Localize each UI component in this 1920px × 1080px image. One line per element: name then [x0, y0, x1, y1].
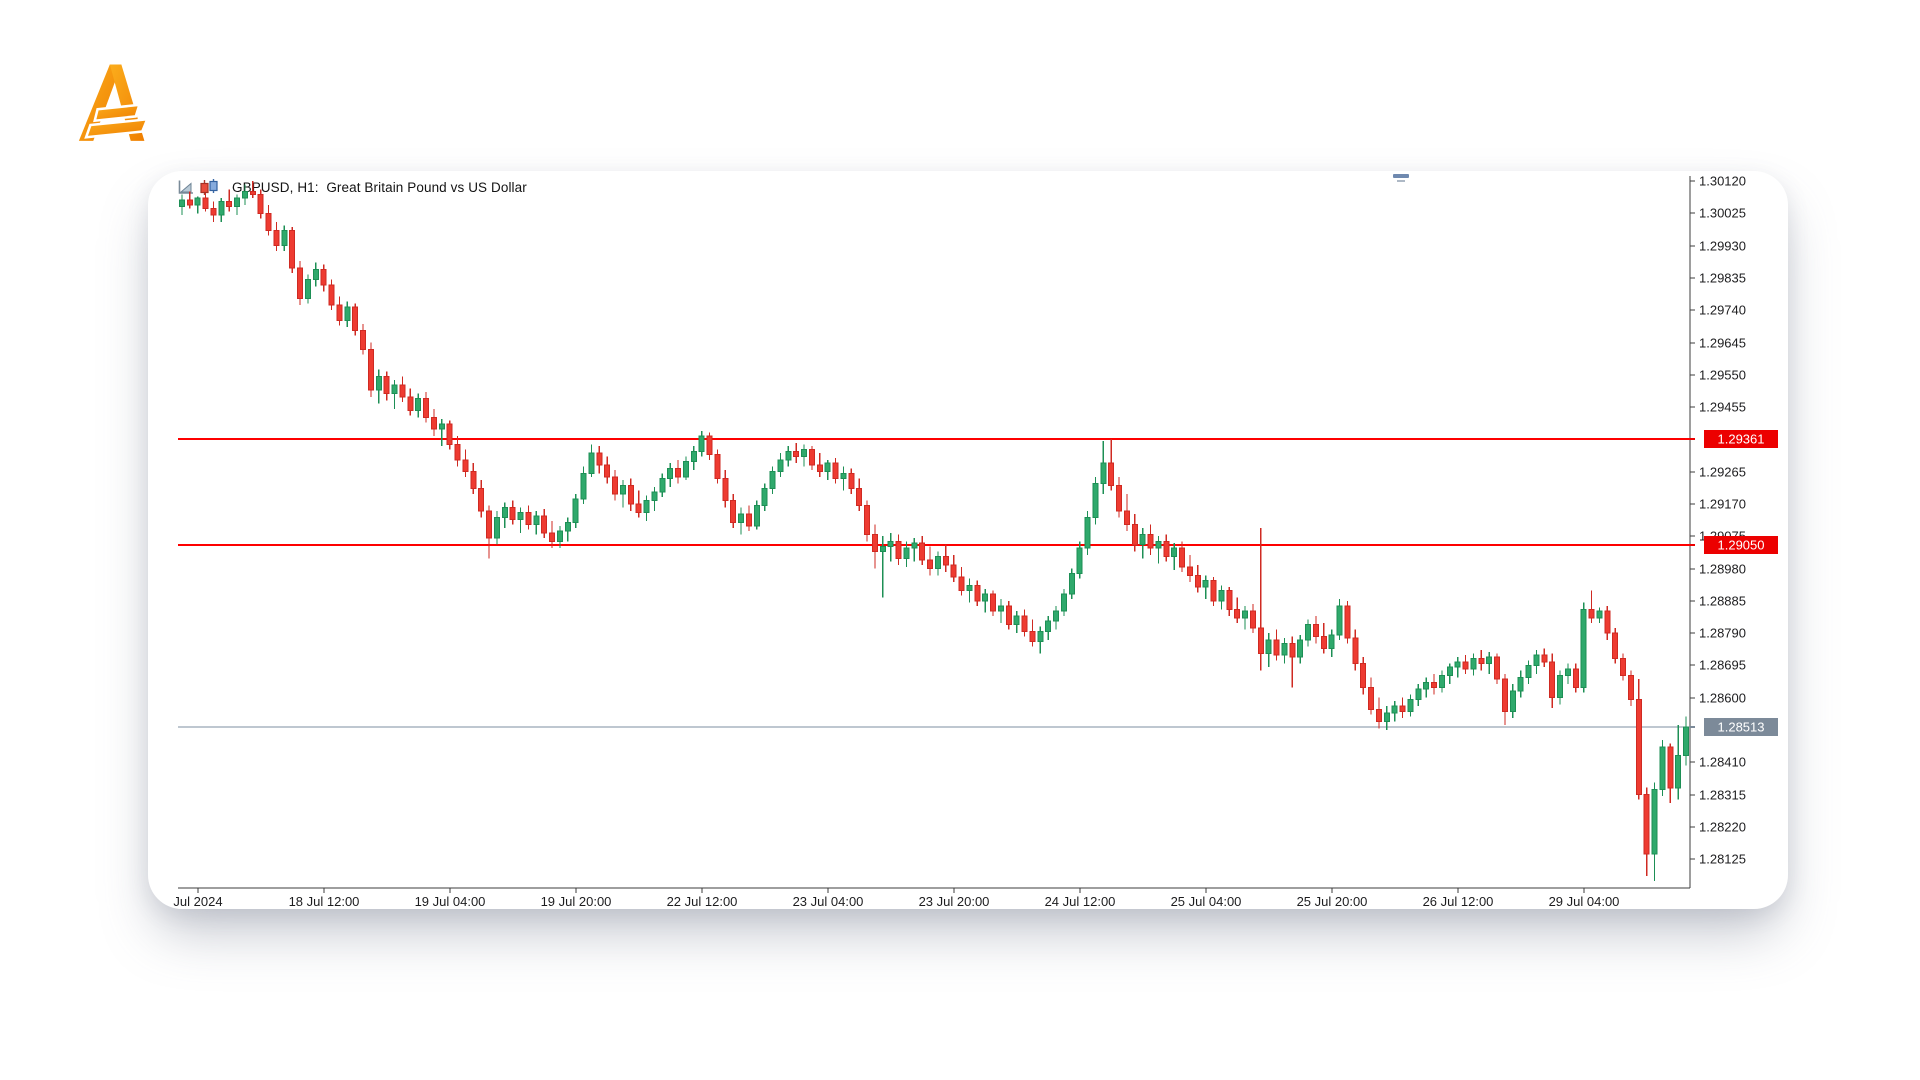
svg-text:22 Jul 12:00: 22 Jul 12:00: [667, 894, 738, 909]
svg-text:25 Jul 20:00: 25 Jul 20:00: [1297, 894, 1368, 909]
svg-text:1.28695: 1.28695: [1699, 658, 1746, 673]
svg-text:19 Jul 20:00: 19 Jul 20:00: [541, 894, 612, 909]
candlestick-plot[interactable]: 1.30120 1.30025 1.29930 1.29835 1.29740 1.296…: [148, 171, 1788, 909]
chart-scroll-marker[interactable]: [1393, 173, 1413, 183]
svg-text:1.29930: 1.29930: [1699, 239, 1746, 254]
svg-text:1.29455: 1.29455: [1699, 400, 1746, 415]
svg-text:24 Jul 12:00: 24 Jul 12:00: [1045, 894, 1116, 909]
svg-text:26 Jul 12:00: 26 Jul 12:00: [1423, 894, 1494, 909]
svg-text:1.28513: 1.28513: [1718, 720, 1765, 735]
svg-text:1.29170: 1.29170: [1699, 497, 1746, 512]
svg-text:1.29050: 1.29050: [1718, 538, 1765, 553]
svg-text:Jul 2024: Jul 2024: [173, 894, 222, 909]
svg-text:1.28885: 1.28885: [1699, 594, 1746, 609]
chart-panel: GBPUSD, H1: Great Britain Pound vs US Do…: [148, 171, 1788, 909]
svg-text:1.29835: 1.29835: [1699, 271, 1746, 286]
svg-text:1.28125: 1.28125: [1699, 852, 1746, 867]
svg-text:1.28980: 1.28980: [1699, 562, 1746, 577]
svg-text:1.29645: 1.29645: [1699, 336, 1746, 351]
scroll-marker-bar: [1393, 174, 1409, 178]
svg-text:1.28315: 1.28315: [1699, 788, 1746, 803]
svg-text:1.29265: 1.29265: [1699, 465, 1746, 480]
candlesticks-icon: [200, 178, 218, 195]
svg-text:18 Jul 12:00: 18 Jul 12:00: [289, 894, 360, 909]
brand-logo: [76, 60, 150, 144]
svg-text:1.28790: 1.28790: [1699, 626, 1746, 641]
svg-text:1.30120: 1.30120: [1699, 174, 1746, 189]
svg-text:1.28410: 1.28410: [1699, 755, 1746, 770]
chart-title: GBPUSD, H1: Great Britain Pound vs US Do…: [232, 179, 527, 195]
svg-text:19 Jul 04:00: 19 Jul 04:00: [415, 894, 486, 909]
svg-text:23 Jul 04:00: 23 Jul 04:00: [793, 894, 864, 909]
svg-text:29 Jul 04:00: 29 Jul 04:00: [1549, 894, 1620, 909]
svg-text:1.28600: 1.28600: [1699, 691, 1746, 706]
svg-text:1.30025: 1.30025: [1699, 206, 1746, 221]
svg-text:1.29361: 1.29361: [1718, 432, 1765, 447]
scroll-marker-tail: [1397, 180, 1405, 182]
a-letter-logo-icon: [78, 64, 150, 141]
chart-title-bar: GBPUSD, H1: Great Britain Pound vs US Do…: [178, 177, 527, 197]
chart-flag-icon: [178, 180, 193, 194]
svg-text:1.29740: 1.29740: [1699, 303, 1746, 318]
svg-text:23 Jul 20:00: 23 Jul 20:00: [919, 894, 990, 909]
svg-text:1.29550: 1.29550: [1699, 368, 1746, 383]
svg-text:1.28220: 1.28220: [1699, 820, 1746, 835]
svg-text:25 Jul 04:00: 25 Jul 04:00: [1171, 894, 1242, 909]
